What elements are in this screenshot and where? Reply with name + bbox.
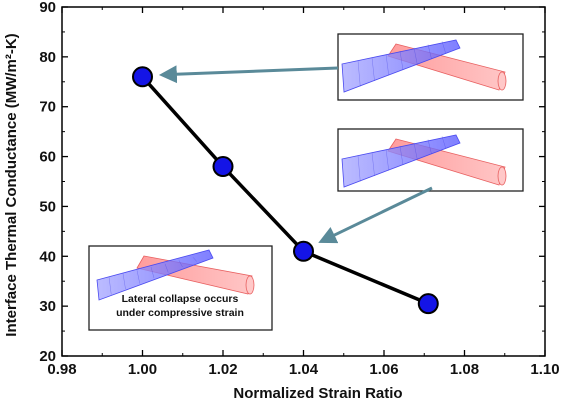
y-tick-label: 50 xyxy=(39,198,56,215)
x-tick-label: 0.98 xyxy=(47,361,76,378)
blue-nanotube-lattice-line xyxy=(385,149,389,171)
blue-nanotube xyxy=(341,134,461,188)
blue-nanotube-lattice-line xyxy=(413,142,418,160)
arrow-to-point-3 xyxy=(318,186,433,244)
y-tick-label: 70 xyxy=(39,99,56,116)
blue-nanotube xyxy=(96,249,214,301)
data-point xyxy=(417,293,439,315)
data-point xyxy=(293,240,314,262)
x-tick-label: 1.06 xyxy=(369,361,398,378)
blue-nanotube-lattice-line xyxy=(178,260,183,268)
y-tick-label: 60 xyxy=(39,149,56,166)
blue-nanotube-lattice-line xyxy=(399,50,404,71)
blue-nanotube-lattice-line xyxy=(413,47,418,65)
plot-series xyxy=(132,66,439,315)
red-nanotube-end xyxy=(497,71,507,91)
red-nanotube-end xyxy=(497,166,507,186)
y-tick-label: 20 xyxy=(39,348,56,365)
y-axis-title: Interface Thermal Conductance (MW/m²-K) xyxy=(3,33,20,336)
x-tick-label: 1.04 xyxy=(289,361,319,378)
data-point xyxy=(132,66,153,88)
x-tick-label: 1.00 xyxy=(128,361,157,378)
blue-nanotube-lattice-line xyxy=(371,152,375,177)
inset-caption-line: Lateral collapse occurs xyxy=(122,293,239,305)
y-tick-label: 30 xyxy=(39,298,56,315)
blue-nanotube-lattice-line xyxy=(441,136,446,149)
y-tick-label: 80 xyxy=(39,49,56,66)
blue-nanotube-lattice-line xyxy=(357,60,361,87)
insets: Lateral collapse occurs under compressive… xyxy=(88,33,524,331)
x-tick-label: 1.02 xyxy=(208,361,237,378)
axes: 0.98 1.00 1.02 1.04 1.06 1.08 1.10 20 30 40 50 60 70… xyxy=(39,0,559,378)
blue-nanotube-lattice-line xyxy=(122,273,126,290)
series-line xyxy=(141,75,429,306)
blue-nanotube-lattice-line xyxy=(150,266,155,279)
blue-nanotube-lattice-line xyxy=(399,145,404,166)
blue-nanotube-lattice-line xyxy=(441,41,446,54)
blue-nanotube-lattice-line xyxy=(371,57,375,82)
blue-nanotube-lattice-line xyxy=(108,276,112,295)
inset-bottom: Lateral collapse occurs under compressive… xyxy=(88,245,273,331)
blue-nanotube-lattice-line xyxy=(192,257,197,262)
blue-nanotube xyxy=(341,39,461,93)
x-tick-label: 1.10 xyxy=(530,361,559,378)
y-tick-label: 40 xyxy=(39,248,56,265)
blue-nanotube-lattice-line xyxy=(427,44,432,60)
inset-middle xyxy=(337,128,524,192)
red-nanotube-end xyxy=(245,275,255,295)
blue-nanotube-lattice-line xyxy=(164,263,169,273)
x-tick-label: 1.08 xyxy=(450,361,479,378)
blue-nanotube-lattice-line xyxy=(427,139,432,155)
blue-nanotube-lattice-line xyxy=(357,155,361,182)
inset-top xyxy=(337,33,524,101)
data-point xyxy=(212,156,234,178)
inset-caption-line: under compressive strain xyxy=(116,307,244,319)
blue-nanotube-lattice-line xyxy=(385,54,389,76)
y-tick-label: 90 xyxy=(39,0,56,16)
blue-nanotube-lattice-line xyxy=(136,270,140,284)
x-axis-title: Normalized Strain Ratio xyxy=(233,385,402,402)
arrow-to-point-1 xyxy=(158,65,339,84)
